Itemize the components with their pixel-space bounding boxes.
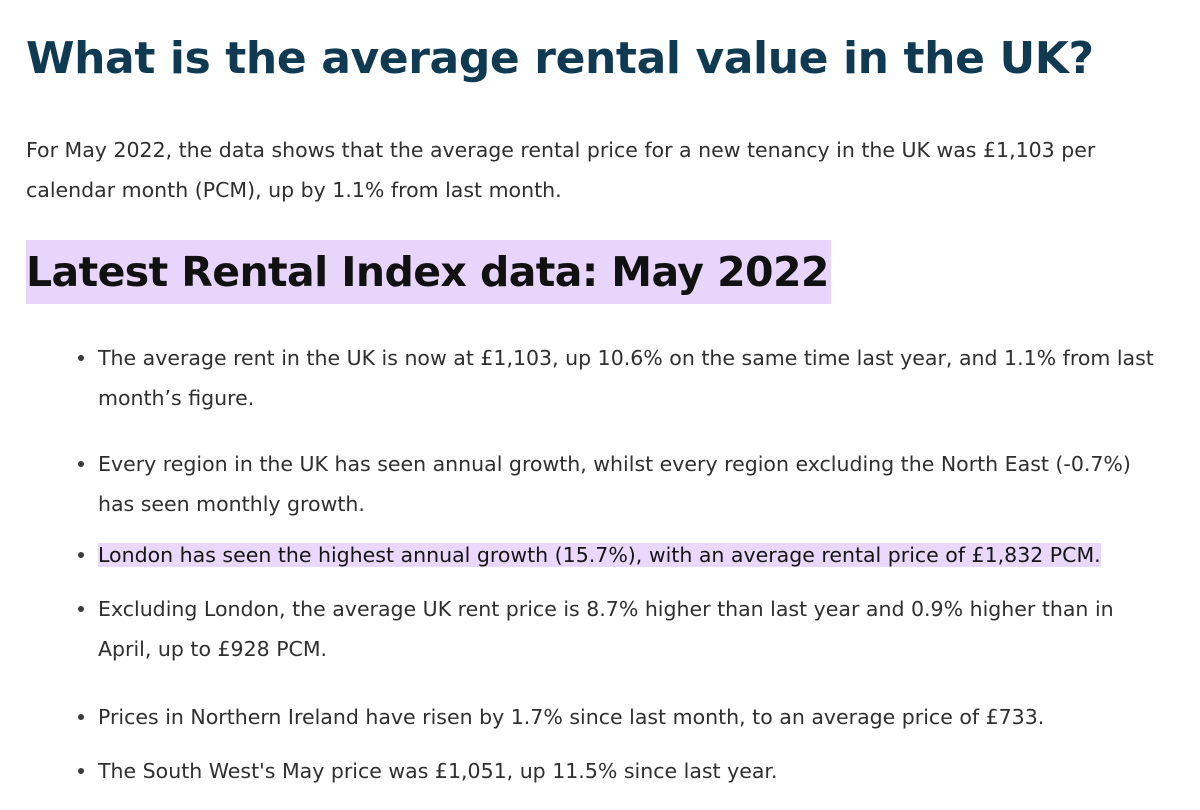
bullet-item: Prices in Northern Ireland have risen by… (78, 697, 1168, 737)
highlighted-text: London has seen the highest annual growt… (98, 543, 1101, 567)
bullet-item: The average rent in the UK is now at £1,… (78, 338, 1168, 418)
bullet-item-highlighted: London has seen the highest annual growt… (78, 535, 1168, 575)
page-title: What is the average rental value in the … (26, 33, 1094, 84)
bullet-item: The South West's May price was £1,051, u… (78, 751, 1168, 791)
bullet-item: Every region in the UK has seen annual g… (78, 444, 1168, 524)
section-heading: Latest Rental Index data: May 2022 (26, 240, 831, 304)
intro-paragraph: For May 2022, the data shows that the av… (26, 138, 1096, 202)
section-heading-highlight: Latest Rental Index data: May 2022 (26, 240, 831, 304)
bullet-item: Excluding London, the average UK rent pr… (78, 589, 1168, 669)
